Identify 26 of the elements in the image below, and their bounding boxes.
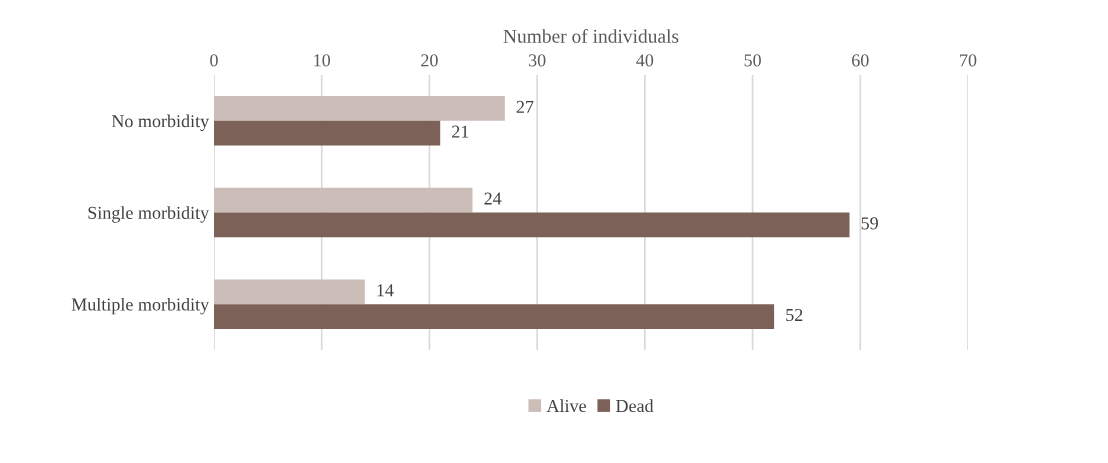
bar [214,120,441,146]
x-tick-label: 50 [744,54,761,67]
data-label: 27 [516,100,534,113]
x-tick-label: 40 [636,54,654,67]
data-label: 59 [861,217,878,230]
data-label: 52 [786,308,803,322]
x-tick-label: 60 [852,54,869,67]
y-tick-label: Single morbidity [88,206,210,223]
x-tick-label: 10 [314,54,331,67]
data-label: 24 [484,192,502,205]
bar [214,187,473,213]
y-tick-label: No morbidity [111,114,210,131]
x-axis-title: Number of individuals [503,28,679,43]
y-tick-label: Multiple morbidity [71,297,210,315]
x-tick-label: 30 [528,54,546,67]
x-tick-label: 0 [210,54,218,67]
legend-label: Alive [546,399,586,413]
x-tick-label: 70 [960,54,977,67]
x-tick-label: 20 [421,54,438,67]
bar [214,279,365,305]
bar [214,96,505,121]
data-label: 21 [452,125,469,138]
bar [214,212,850,238]
data-label: 14 [377,284,394,297]
bar [214,304,775,329]
legend-label: Dead [616,399,654,413]
